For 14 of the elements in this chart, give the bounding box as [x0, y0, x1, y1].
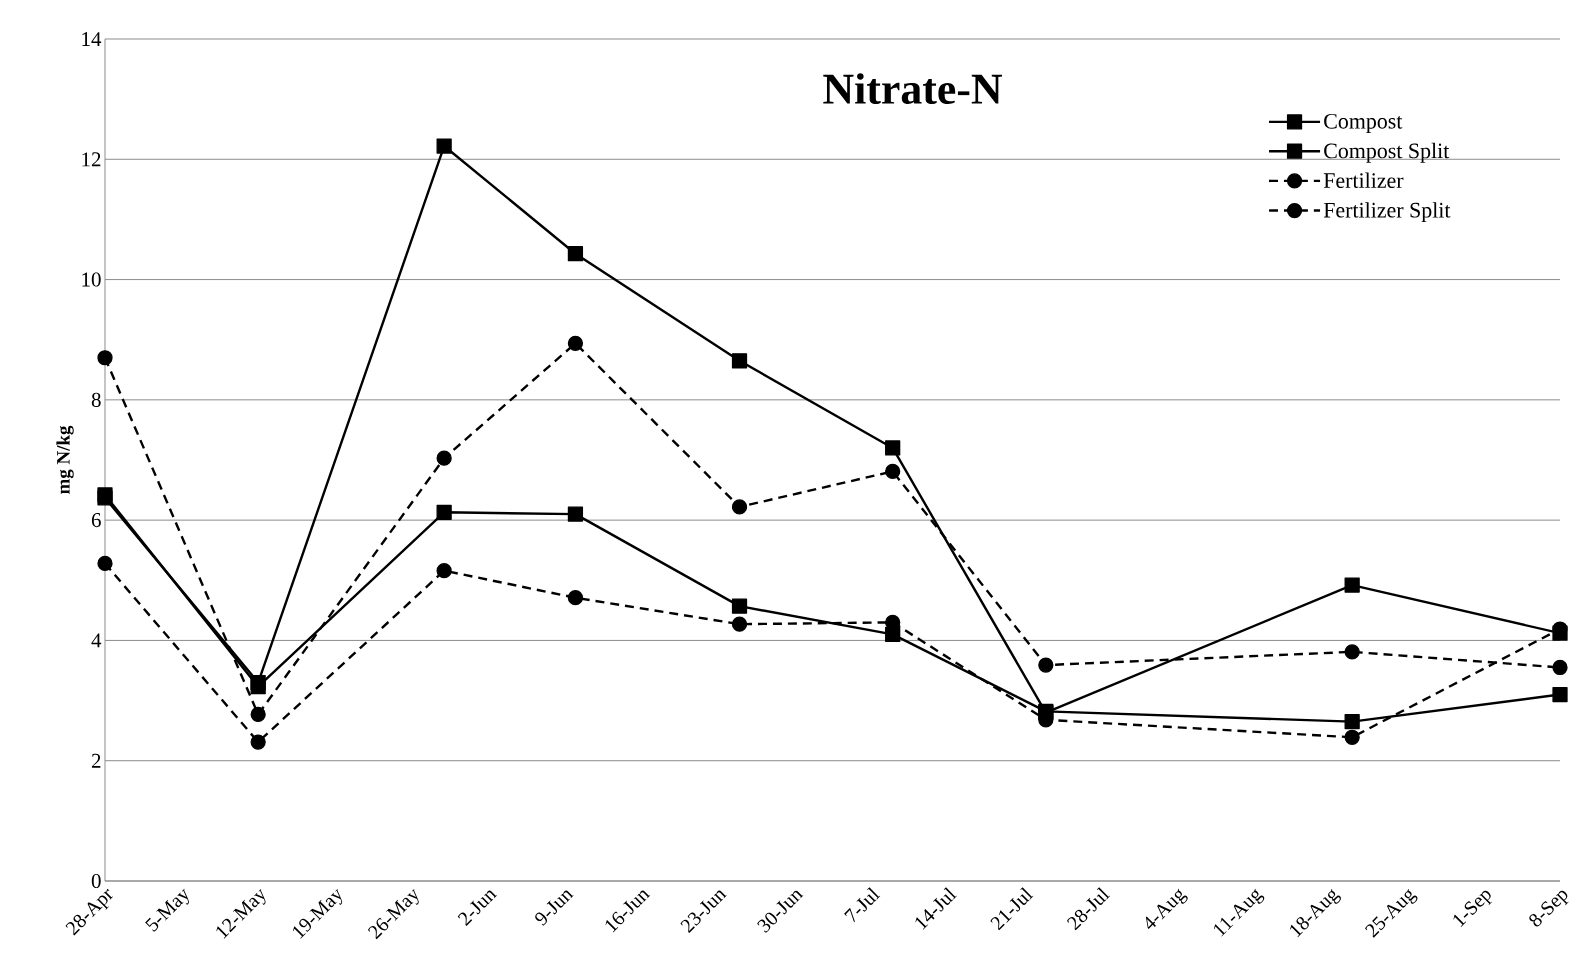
y-tick-label: 2	[91, 753, 101, 768]
y-tick-label: 8	[91, 392, 101, 407]
text: Nitrate-N	[823, 73, 1003, 104]
y-tick-label: 14	[82, 32, 102, 46]
y-tick-label: 6	[91, 513, 101, 528]
y-tick-label: 4	[91, 633, 102, 648]
legend-label: Fertilizer	[1323, 172, 1404, 188]
y-tick-label: 10	[82, 272, 101, 287]
legend-label: Fertilizer Split	[1323, 202, 1451, 223]
y-tick-label: 12	[82, 152, 101, 167]
y-tick-label: 0	[91, 873, 101, 889]
legend-label: Compost	[1324, 113, 1403, 134]
y-axis-title: mg N/kg	[56, 425, 74, 494]
legend-label: Compost Split	[1324, 142, 1450, 163]
